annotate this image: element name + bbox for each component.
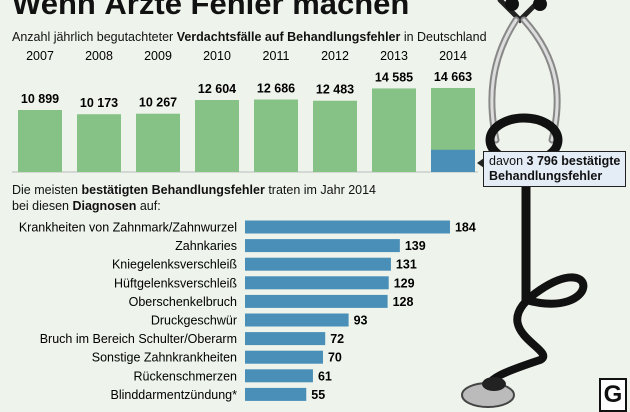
diagnosis-value-label: 131 (396, 258, 417, 272)
year-bar (77, 114, 121, 172)
diagnosis-label: Kniegelenksverschleiß (112, 258, 237, 272)
year-label: 2012 (321, 49, 349, 63)
diagnosis-bar (245, 350, 323, 364)
diagnosis-label: Hüftgelenksverschleiß (114, 276, 237, 290)
year-value-label: 12 604 (198, 82, 236, 96)
diagnosis-label: Bruch im Bereich Schulter/Oberarm (40, 332, 237, 346)
year-label: 2014 (439, 49, 467, 63)
diagnosis-value-label: 184 (455, 221, 476, 235)
year-value-label: 10 173 (80, 96, 118, 110)
year-bar (313, 100, 357, 172)
chart2-subtitle: Die meisten bestätigten Behandlungsfehle… (12, 183, 377, 213)
year-bar (18, 109, 62, 172)
diagnosis-value-label: 72 (330, 332, 344, 346)
year-bar (254, 99, 298, 172)
year-value-label: 14 663 (434, 70, 472, 84)
diagnosis-bar (245, 313, 349, 327)
diagnosis-value-label: 129 (394, 276, 415, 290)
diagnosis-label: Zahnkaries (175, 239, 237, 253)
year-value-label: 12 686 (257, 82, 295, 96)
diagnosis-bar (245, 276, 389, 290)
diagnosis-value-label: 128 (393, 295, 414, 309)
diagnosis-bar (245, 257, 391, 271)
diagnosis-label: Oberschenkelbruch (129, 295, 237, 309)
year-label: 2008 (85, 49, 113, 63)
year-label: 2011 (263, 49, 290, 63)
diagnosis-bar (245, 369, 313, 383)
year-value-label: 14 585 (375, 70, 413, 84)
year-label: 2013 (380, 49, 408, 63)
year-value-label: 10 899 (21, 92, 59, 106)
year-label: 2010 (203, 49, 231, 63)
diagnosis-bar (245, 294, 388, 308)
year-label: 2007 (26, 49, 54, 63)
diagnosis-label: Krankheiten von Zahnmark/Zahnwurzel (19, 221, 237, 235)
diagnosis-bar (245, 239, 400, 253)
diagnosis-value-label: 61 (318, 369, 332, 383)
diagnosis-value-label: 139 (405, 239, 426, 253)
diagnosis-label: Blinddarmentzündung* (111, 388, 238, 402)
page-title: Wenn Ärzte Fehler machen (12, 0, 410, 21)
diagnosis-value-label: 55 (311, 388, 325, 402)
year-value-label: 10 267 (139, 96, 177, 110)
diagnosis-bar (245, 220, 450, 234)
diagnosis-label: Sonstige Zahnkrankheiten (92, 351, 237, 365)
confirmed-errors-callout: davon 3 796 bestätigte Behandlungsfehler (476, 151, 627, 187)
year-value-label: 12 483 (316, 83, 354, 97)
diagnosis-bar (245, 387, 307, 401)
diagnosis-bar (245, 332, 326, 346)
year-bar (372, 88, 416, 172)
confirmed-bar-segment (431, 149, 475, 172)
diagnosis-label: Rückenschmerzen (133, 369, 237, 383)
diagnosis-label: Druckgeschwür (151, 314, 237, 328)
chart1-subtitle: Anzahl jährlich begutachteter Verdachtsf… (12, 30, 487, 44)
year-bar (136, 113, 180, 172)
publisher-logo: G (599, 378, 627, 412)
diagnosis-value-label: 70 (328, 351, 342, 365)
year-bar (195, 100, 239, 172)
year-label: 2009 (144, 49, 172, 63)
diagnosis-value-label: 93 (354, 314, 368, 328)
